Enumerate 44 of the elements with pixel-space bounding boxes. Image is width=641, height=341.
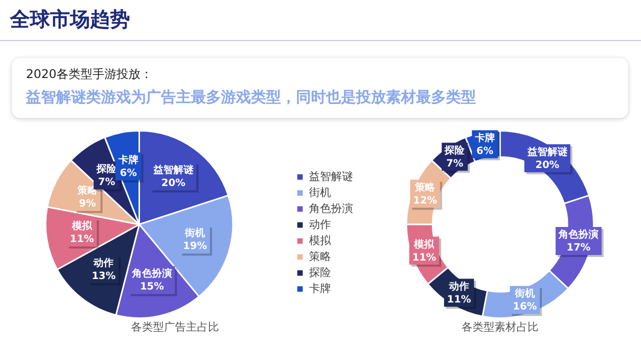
legend-label: 角色扮演 [309, 202, 353, 215]
slice-label: 模拟 [413, 238, 436, 250]
data-label: 13% [92, 270, 116, 282]
slice-label: 策略 [414, 181, 436, 194]
data-label: 7% [98, 176, 116, 188]
data-label: 20% [161, 178, 186, 190]
legend-label: 策略 [309, 250, 331, 263]
slice-label: 卡牌 [117, 154, 138, 166]
slice-label: 动作 [448, 280, 469, 292]
slice-label: 益智解谜 [526, 146, 568, 158]
legend-label: 探险 [309, 266, 331, 279]
slice-label: 卡牌 [474, 132, 495, 144]
data-label: 6% [120, 168, 137, 179]
legend-label: 卡牌 [309, 282, 331, 295]
legend-label: 动作 [309, 218, 331, 231]
data-label: 12% [413, 195, 438, 206]
legend-label: 益智解谜 [309, 170, 353, 183]
text: 各类型素材占比 [462, 320, 538, 334]
data-label: 11% [412, 252, 436, 264]
data-label: 16% [512, 302, 537, 313]
data-label: 11% [447, 294, 471, 306]
data-label: 7% [446, 158, 464, 170]
data-label: 17% [566, 242, 591, 254]
data-label: 9% [79, 198, 96, 210]
legend-label: 模拟 [309, 234, 332, 247]
text: 全球市场趋势 [10, 6, 130, 33]
data-label: 6% [476, 146, 494, 157]
data-label: 11% [70, 234, 94, 246]
slice-label: 街机 [514, 288, 535, 300]
data-label: 20% [535, 160, 560, 171]
text: 2020各类型手游投放： [26, 66, 153, 83]
legend-label: 街机 [309, 186, 331, 199]
slice-label: 益智解谜 [152, 164, 194, 176]
data-label: 15% [140, 282, 164, 293]
slice-label: 角色扮演 [558, 228, 599, 241]
slice-label: 模拟 [70, 220, 93, 232]
slice-label: 动作 [92, 256, 114, 269]
data-label: 19% [183, 241, 207, 252]
slice-label: 探险 [96, 162, 118, 175]
text: 各类型广告主占比 [131, 320, 219, 334]
text: 益智解谜类游戏为广告主最多游戏类型，同时也是投放素材最多类型 [26, 88, 476, 107]
slice-label: 角色扮演 [130, 268, 172, 280]
slice-label: 探险 [444, 144, 466, 156]
slice-label: 街机 [184, 227, 206, 240]
